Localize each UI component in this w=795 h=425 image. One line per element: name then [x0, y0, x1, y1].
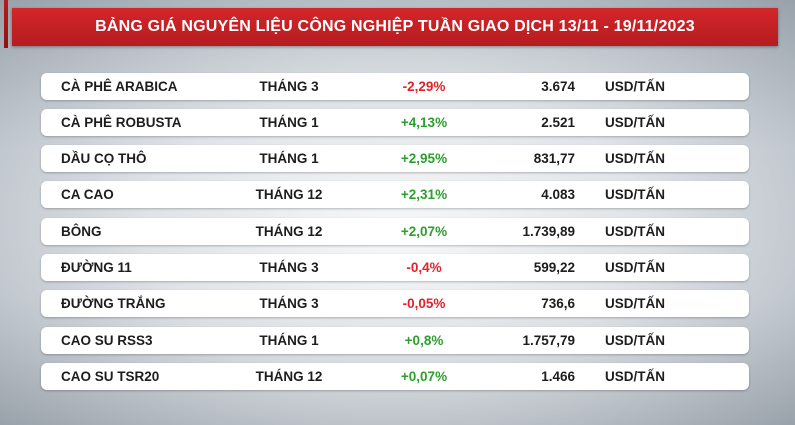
table-row: ĐƯỜNG TRẮNG THÁNG 3 -0,05% 736,6 USD/TẤN [41, 290, 749, 317]
commodity-name: CÀ PHÊ ARABICA [61, 79, 178, 94]
contract-month: THÁNG 1 [259, 151, 319, 166]
price-change: -0,05% [402, 296, 446, 311]
contract-month: THÁNG 12 [255, 369, 323, 384]
commodity-name: CA CAO [61, 187, 114, 202]
price-unit: USD/TẤN [605, 115, 665, 130]
contract-month: THÁNG 3 [259, 260, 319, 275]
commodity-name: BÔNG [61, 224, 102, 239]
title-banner: BẢNG GIÁ NGUYÊN LIỆU CÔNG NGHIỆP TUẦN GI… [12, 8, 778, 46]
commodity-name: CAO SU TSR20 [61, 369, 160, 384]
price-value: 1.466 [541, 369, 575, 384]
price-unit: USD/TẤN [605, 296, 665, 311]
table-row: CÀ PHÊ ARABICA THÁNG 3 -2,29% 3.674 USD/TẤN [41, 73, 749, 100]
table-row: CA CAO THÁNG 12 +2,31% 4.083 USD/TẤN [41, 181, 749, 208]
price-value: 736,6 [541, 296, 575, 311]
price-value: 2.521 [541, 115, 575, 130]
price-change: +4,13% [400, 115, 448, 130]
price-value: 3.674 [541, 79, 575, 94]
price-value: 831,77 [533, 151, 575, 166]
page-title: BẢNG GIÁ NGUYÊN LIỆU CÔNG NGHIỆP TUẦN GI… [95, 18, 695, 35]
table-row: CAO SU TSR20 THÁNG 12 +0,07% 1.466 USD/TẤN [41, 363, 749, 390]
table-row: ĐƯỜNG 11 THÁNG 3 -0,4% 599,22 USD/TẤN [41, 254, 749, 281]
contract-month: THÁNG 1 [259, 333, 319, 348]
commodity-name: CAO SU RSS3 [61, 333, 153, 348]
table-row: DẦU CỌ THÔ THÁNG 1 +2,95% 831,77 USD/TẤN [41, 145, 749, 172]
contract-month: THÁNG 1 [259, 115, 319, 130]
price-unit: USD/TẤN [605, 187, 665, 202]
price-unit: USD/TẤN [605, 333, 665, 348]
price-change: +0,8% [404, 333, 444, 348]
price-value: 1.757,79 [522, 333, 575, 348]
contract-month: THÁNG 12 [255, 187, 323, 202]
price-unit: USD/TẤN [605, 151, 665, 166]
price-unit: USD/TẤN [605, 79, 665, 94]
table-row: CAO SU RSS3 THÁNG 1 +0,8% 1.757,79 USD/TẤN [41, 327, 749, 354]
table-row: CÀ PHÊ ROBUSTA THÁNG 1 +4,13% 2.521 USD/TẤN [41, 109, 749, 136]
price-change: -0,4% [406, 260, 442, 275]
commodity-name: CÀ PHÊ ROBUSTA [61, 115, 182, 130]
price-unit: USD/TẤN [605, 260, 665, 275]
contract-month: THÁNG 12 [255, 224, 323, 239]
commodity-name: ĐƯỜNG TRẮNG [61, 296, 166, 311]
contract-month: THÁNG 3 [259, 296, 319, 311]
price-change: +0,07% [400, 369, 448, 384]
price-change: -2,29% [402, 79, 446, 94]
table-row: BÔNG THÁNG 12 +2,07% 1.739,89 USD/TẤN [41, 218, 749, 245]
price-value: 1.739,89 [522, 224, 575, 239]
commodity-name: ĐƯỜNG 11 [61, 260, 132, 275]
contract-month: THÁNG 3 [259, 79, 319, 94]
commodity-name: DẦU CỌ THÔ [61, 151, 147, 166]
price-value: 599,22 [533, 260, 575, 275]
price-change: +2,07% [400, 224, 448, 239]
price-change: +2,95% [400, 151, 448, 166]
accent-stripe [4, 0, 8, 48]
price-value: 4.083 [541, 187, 575, 202]
price-unit: USD/TẤN [605, 224, 665, 239]
price-unit: USD/TẤN [605, 369, 665, 384]
price-change: +2,31% [400, 187, 448, 202]
